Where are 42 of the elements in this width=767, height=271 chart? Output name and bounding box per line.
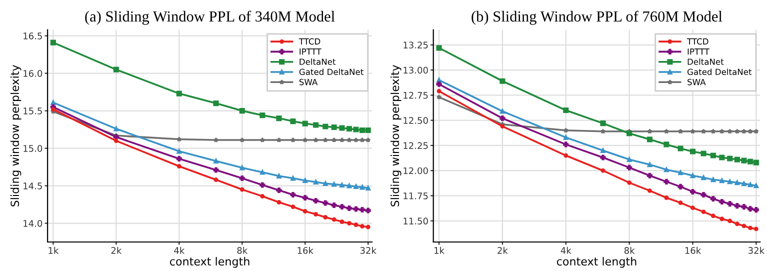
y-tick-label: 11.75 [404, 192, 428, 200]
legend-label: Gated DeltaNet [687, 68, 752, 76]
x-axis-title: context length [556, 256, 636, 268]
x-tick-label: 2k [111, 246, 122, 254]
legend-label: TTCD [686, 38, 708, 45]
y-tick-label: 12.75 [404, 92, 428, 99]
chart-title: (b) Sliding Window PPL of 760M Model [472, 10, 722, 25]
y-tick-label: 14.5 [24, 182, 42, 190]
y-tick-label: 11.50 [404, 218, 428, 224]
y-tick-label: 14.0 [24, 220, 42, 227]
y-axis-title: Sliding window perplexity [390, 64, 402, 206]
x-tick-label: 4k [560, 246, 572, 254]
x-tick-label: 4k [174, 246, 185, 254]
x-tick-label: 32k [360, 246, 376, 254]
chart-title: (a) Sliding Window PPL of 340M Model [85, 10, 335, 25]
y-tick-label: 13.00 [404, 66, 428, 74]
legend-label: TTCD [298, 38, 320, 45]
y-tick-label: 12.25 [404, 142, 428, 150]
legend-label: Gated DeltaNet [299, 68, 364, 76]
y-tick-label: 16.0 [24, 70, 42, 77]
x-tick-label: 16k [298, 246, 314, 254]
x-tick-label: 1k [48, 246, 59, 254]
legend-label: SWA [299, 78, 318, 86]
y-tick-label: 15.0 [24, 145, 42, 152]
y-tick-label: 12.50 [404, 117, 428, 124]
y-axis-title: Sliding window perplexity [10, 64, 22, 206]
y-tick-label: 13.25 [404, 42, 428, 48]
x-tick-label: 32k [748, 246, 765, 254]
legend-label: IPTTT [688, 48, 710, 55]
x-tick-label: 16k [685, 246, 702, 254]
y-tick-label: 15.5 [24, 108, 42, 114]
x-tick-label: 8k [624, 246, 635, 254]
y-tick-label: 12.00 [404, 167, 428, 174]
x-axis-title: context length [170, 256, 250, 268]
x-tick-label: 2k [498, 246, 508, 254]
legend-label: DeltaNet [300, 58, 336, 65]
legend-label: SWA [688, 78, 706, 86]
x-tick-label: 8k [237, 246, 248, 254]
legend-label: IPTTT [300, 48, 322, 55]
y-tick-label: 16.5 [24, 32, 42, 40]
legend-label: DeltaNet [688, 58, 724, 65]
x-tick-label: 1k [434, 246, 444, 254]
